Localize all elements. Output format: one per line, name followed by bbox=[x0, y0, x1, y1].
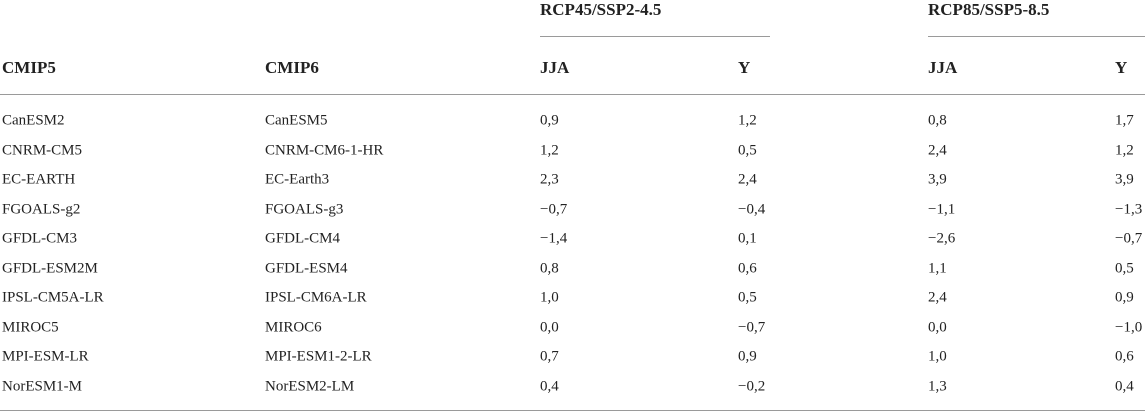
cell: −1,4 bbox=[540, 230, 568, 247]
cell: 3,9 bbox=[928, 171, 947, 188]
cell: 0,5 bbox=[738, 289, 757, 306]
column-header: CMIP6 bbox=[265, 58, 319, 77]
cell: MPI-ESM1-2-LR bbox=[265, 348, 372, 365]
column-header: CMIP5 bbox=[2, 58, 56, 77]
group-rule bbox=[540, 36, 770, 37]
cell: FGOALS-g2 bbox=[2, 201, 81, 217]
cell: EC-Earth3 bbox=[265, 171, 330, 188]
group-header: RCP85/SSP5-8.5 bbox=[928, 0, 1050, 19]
cell: 1,0 bbox=[928, 348, 947, 365]
group-header: RCP45/SSP2-4.5 bbox=[540, 0, 662, 19]
cell: FGOALS-g3 bbox=[265, 201, 344, 217]
cell: 0,9 bbox=[738, 348, 757, 365]
cell: 0,6 bbox=[738, 260, 757, 276]
cell: 3,9 bbox=[1115, 171, 1134, 188]
cell: 2,3 bbox=[540, 171, 559, 188]
column-header: Y bbox=[1115, 58, 1128, 77]
cell: 0,1 bbox=[738, 230, 757, 247]
cell: MIROC6 bbox=[265, 319, 322, 335]
cell: 1,1 bbox=[928, 260, 947, 276]
cell: −1,0 bbox=[1115, 319, 1143, 335]
cell: −0,7 bbox=[540, 201, 568, 217]
cell: GFDL-ESM2M bbox=[2, 260, 98, 276]
cell: NorESM2-LM bbox=[265, 378, 355, 394]
cell: IPSL-CM5A-LR bbox=[2, 289, 104, 306]
cell: NorESM1-M bbox=[2, 378, 83, 394]
bottom-rule bbox=[0, 410, 1145, 411]
cell: MIROC5 bbox=[2, 319, 59, 335]
cell: 1,0 bbox=[540, 289, 559, 306]
cell: 1,3 bbox=[928, 378, 947, 394]
cell: EC-EARTH bbox=[2, 171, 76, 188]
cell: GFDL-CM4 bbox=[265, 230, 341, 247]
cell: GFDL-ESM4 bbox=[265, 260, 348, 276]
column-header: JJA bbox=[928, 58, 958, 77]
cell: 1,2 bbox=[540, 142, 559, 158]
cell: 0,7 bbox=[540, 348, 559, 365]
cell: 0,8 bbox=[928, 112, 947, 129]
group-rule bbox=[928, 36, 1145, 37]
cell: GFDL-CM3 bbox=[2, 230, 78, 247]
cell: 2,4 bbox=[928, 142, 947, 158]
cell: −0,7 bbox=[738, 319, 766, 335]
cell: −2,6 bbox=[928, 230, 956, 247]
cell: 0,4 bbox=[1115, 378, 1134, 394]
cell: CNRM-CM6-1-HR bbox=[265, 142, 384, 158]
cell: 0,9 bbox=[540, 112, 559, 129]
column-header: JJA bbox=[540, 58, 570, 77]
cell: −0,4 bbox=[738, 201, 766, 217]
cell: 0,6 bbox=[1115, 348, 1134, 365]
cell: 0,9 bbox=[1115, 289, 1134, 306]
cell: −1,3 bbox=[1115, 201, 1143, 217]
cell: 1,2 bbox=[738, 112, 757, 129]
cell: IPSL-CM6A-LR bbox=[265, 289, 367, 306]
cell: 0,8 bbox=[540, 260, 559, 276]
cell: 0,5 bbox=[1115, 260, 1134, 276]
cell: 2,4 bbox=[928, 289, 947, 306]
header-rule bbox=[0, 94, 1145, 95]
cell: CanESM5 bbox=[265, 112, 328, 129]
column-header: Y bbox=[738, 58, 751, 77]
cell: CanESM2 bbox=[2, 112, 65, 129]
cell: −0,7 bbox=[1115, 230, 1143, 247]
cell: 0,4 bbox=[540, 378, 559, 394]
cell: −0,2 bbox=[738, 378, 766, 394]
cell: 0,0 bbox=[540, 319, 559, 335]
cell: 0,0 bbox=[928, 319, 947, 335]
cell: 2,4 bbox=[738, 171, 757, 188]
cell: 1,2 bbox=[1115, 142, 1134, 158]
cell: CNRM-CM5 bbox=[2, 142, 83, 158]
cell: −1,1 bbox=[928, 201, 956, 217]
cell: 0,5 bbox=[738, 142, 757, 158]
cell: 1,7 bbox=[1115, 112, 1134, 129]
cell: MPI-ESM-LR bbox=[2, 348, 89, 365]
